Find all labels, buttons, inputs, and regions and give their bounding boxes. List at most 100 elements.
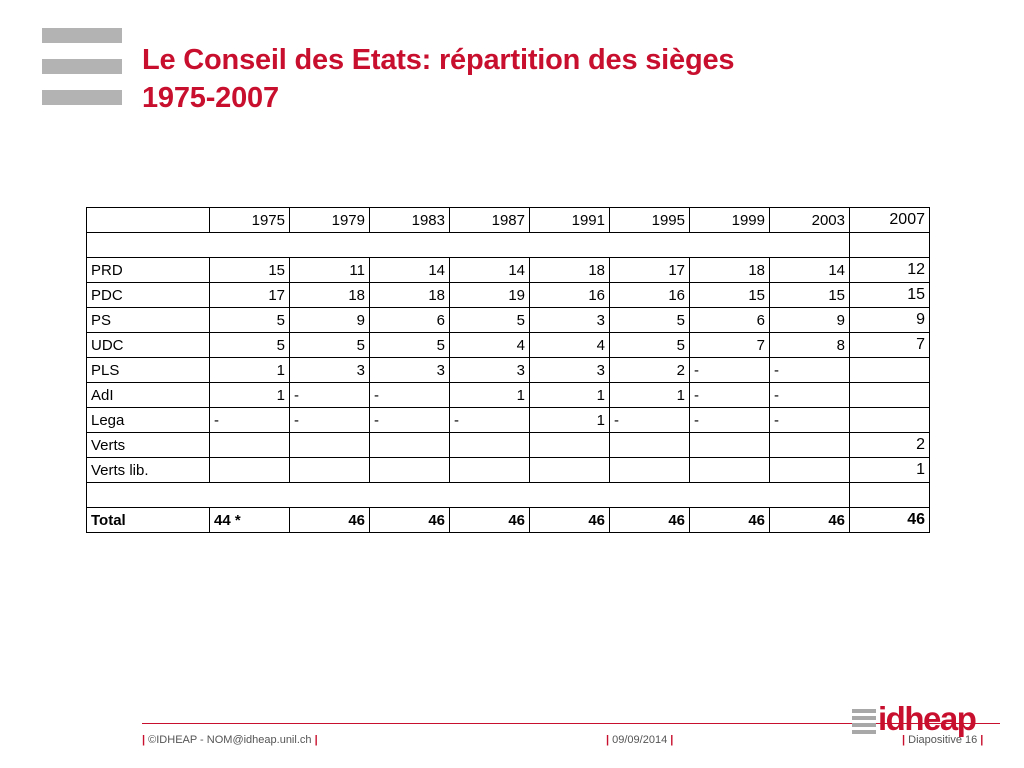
table-cell: 3 bbox=[449, 357, 530, 383]
table-cell: 46 bbox=[529, 507, 610, 533]
table-cell: 46 bbox=[369, 507, 450, 533]
table-cell: 3 bbox=[289, 357, 370, 383]
table-cell: 9 bbox=[769, 307, 850, 333]
table-row: PRD 15 11 14 14 18 17 18 14 12 bbox=[86, 257, 930, 283]
table-row: PDC 17 18 18 19 16 16 15 15 15 bbox=[86, 282, 930, 308]
table-cell bbox=[689, 457, 770, 483]
table-spacer-cell bbox=[86, 232, 850, 258]
table-cell: 5 bbox=[289, 332, 370, 358]
table-cell: 46 bbox=[609, 507, 690, 533]
decorative-bar bbox=[42, 59, 122, 74]
table-cell: 1 bbox=[609, 382, 690, 408]
footer-pipe: | bbox=[902, 734, 906, 746]
table-cell: 14 bbox=[769, 257, 850, 283]
table-total-row: Total 44 * 46 46 46 46 46 46 46 46 bbox=[86, 507, 930, 533]
table-cell: 15 bbox=[769, 282, 850, 308]
table-row-label: AdI bbox=[86, 382, 210, 408]
table-cell: 18 bbox=[529, 257, 610, 283]
table-header-year: 1987 bbox=[449, 207, 530, 233]
table-cell bbox=[209, 457, 290, 483]
footer-date: | 09/09/2014 | bbox=[606, 734, 673, 746]
table-row: Lega - - - -1- - - bbox=[86, 407, 930, 433]
table-cell: 14 bbox=[449, 257, 530, 283]
table-cell: - bbox=[449, 407, 530, 433]
table-row: Verts lib. 1 bbox=[86, 457, 930, 483]
table-cell: 1 bbox=[849, 457, 930, 483]
table-row-label: Total bbox=[86, 507, 210, 533]
table-cell bbox=[449, 457, 530, 483]
table-cell: 4 bbox=[529, 332, 610, 358]
table-cell: 8 bbox=[769, 332, 850, 358]
table-header-year: 1979 bbox=[289, 207, 370, 233]
idheap-logo: idheap bbox=[852, 700, 977, 742]
table-header-year: 1975 bbox=[209, 207, 290, 233]
table-cell: 5 bbox=[449, 307, 530, 333]
table-row-label: Lega bbox=[86, 407, 210, 433]
table-cell: - bbox=[689, 407, 770, 433]
table-cell bbox=[369, 457, 450, 483]
table-cell: 15 bbox=[209, 257, 290, 283]
table-cell: - bbox=[289, 407, 370, 433]
table-cell: 44 * bbox=[209, 507, 290, 533]
table-cell: 16 bbox=[609, 282, 690, 308]
decorative-bars bbox=[42, 28, 122, 121]
table-cell: 1 bbox=[209, 357, 290, 383]
slide-title-line1: Le Conseil des Etats: répartition des si… bbox=[142, 44, 735, 76]
table-cell: 46 bbox=[769, 507, 850, 533]
footer-copyright: | ©IDHEAP - NOM@idheap.unil.ch | bbox=[142, 734, 318, 746]
table-cell: 2 bbox=[849, 432, 930, 458]
table-cell bbox=[769, 432, 850, 458]
footer-slide-number-text: Diapositive 16 bbox=[908, 734, 978, 746]
table-cell: 7 bbox=[689, 332, 770, 358]
table-cell: 1 bbox=[209, 382, 290, 408]
table-spacer-row bbox=[86, 482, 930, 508]
table-row: AdI 1- -1 1 1- - bbox=[86, 382, 930, 408]
table-cell: - bbox=[689, 357, 770, 383]
slide-title-line2: 1975-2007 bbox=[142, 82, 279, 114]
table-row-label: PRD bbox=[86, 257, 210, 283]
table-cell: 46 bbox=[689, 507, 770, 533]
footer-date-text: 09/09/2014 bbox=[612, 734, 668, 746]
table-cell: - bbox=[369, 382, 450, 408]
table-cell: 17 bbox=[609, 257, 690, 283]
table-cell: 6 bbox=[369, 307, 450, 333]
logo-stripes bbox=[852, 709, 876, 737]
table-cell: 5 bbox=[609, 332, 690, 358]
table-row: PLS 1 3 3 3 3 2- - bbox=[86, 357, 930, 383]
table-cell bbox=[369, 432, 450, 458]
footer-pipe: | bbox=[670, 734, 674, 746]
table-cell bbox=[529, 432, 610, 458]
table-spacer-cell bbox=[849, 232, 930, 258]
slide-title: Le Conseil des Etats: répartition des si… bbox=[142, 41, 735, 117]
table-row: PS 5 9 6 5 3 5 6 9 9 bbox=[86, 307, 930, 333]
table-cell: 2 bbox=[609, 357, 690, 383]
table-cell: - bbox=[769, 382, 850, 408]
table-cell: 18 bbox=[689, 257, 770, 283]
table-cell: 15 bbox=[849, 282, 930, 308]
table-spacer-cell bbox=[849, 482, 930, 508]
table-cell: 3 bbox=[529, 307, 610, 333]
table-cell: 4 bbox=[449, 332, 530, 358]
table-cell: 5 bbox=[209, 332, 290, 358]
footer-copyright-text: ©IDHEAP - NOM@idheap.unil.ch bbox=[148, 734, 312, 746]
table-cell: 7 bbox=[849, 332, 930, 358]
table-cell: 3 bbox=[529, 357, 610, 383]
table-cell: 11 bbox=[289, 257, 370, 283]
decorative-bar bbox=[42, 90, 122, 105]
table-cell: 1 bbox=[529, 382, 610, 408]
table-cell: - bbox=[609, 407, 690, 433]
table-cell: 5 bbox=[609, 307, 690, 333]
seats-table: 1975 1979 1983 1987 1991 1995 1999 2003 2007 PRD 1… bbox=[86, 207, 930, 533]
decorative-bar bbox=[42, 28, 122, 43]
table-cell: 17 bbox=[209, 282, 290, 308]
table-row-label: PLS bbox=[86, 357, 210, 383]
table-header-year: 1995 bbox=[609, 207, 690, 233]
table-header-row: 1975 1979 1983 1987 1991 1995 1999 2003 2007 bbox=[86, 207, 930, 233]
table-cell: 16 bbox=[529, 282, 610, 308]
table-cell bbox=[529, 457, 610, 483]
table-row-label: PDC bbox=[86, 282, 210, 308]
table-cell: 3 bbox=[369, 357, 450, 383]
table-cell: 9 bbox=[849, 307, 930, 333]
table-cell bbox=[689, 432, 770, 458]
